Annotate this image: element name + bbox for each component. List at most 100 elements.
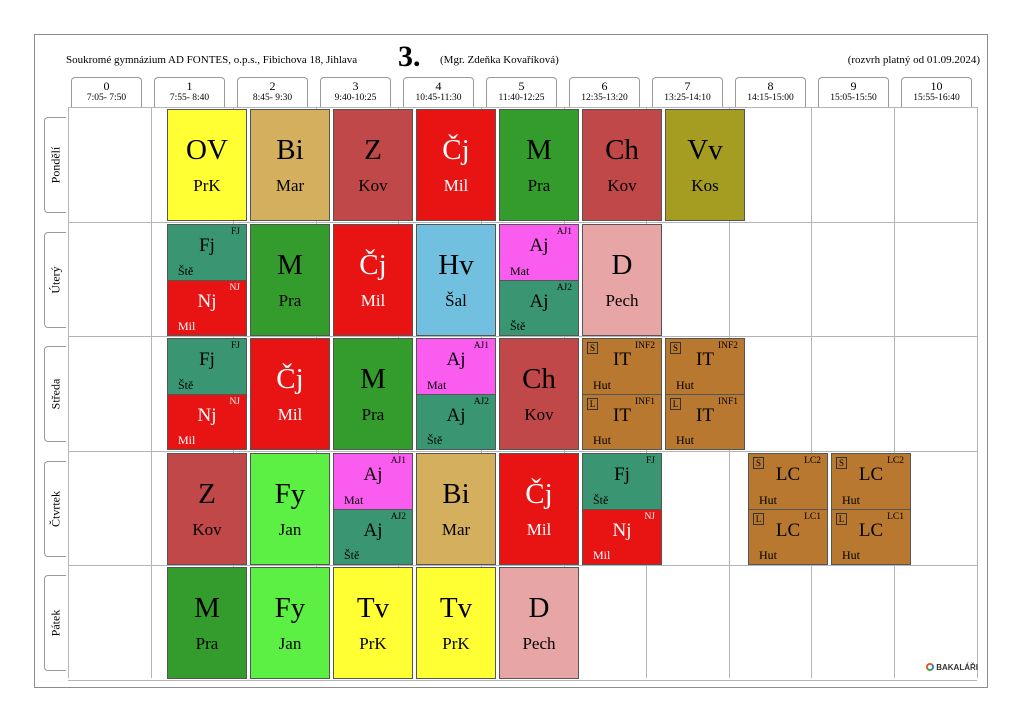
grid-col-line: [150, 107, 152, 678]
lesson-cell[interactable]: M Pra: [250, 223, 330, 336]
validity-date: (rozvrh platný od 01.09.2024): [847, 54, 980, 66]
lesson-cell[interactable]: Vv Kos: [665, 109, 745, 221]
lesson-group-half[interactable]: Aj Mat AJ1: [334, 453, 412, 509]
lesson-group-half[interactable]: IT Hut INF1 L: [583, 394, 661, 449]
subject: Aj: [529, 290, 549, 312]
lesson-cell[interactable]: Aj Mat AJ1 Aj Ště AJ2: [499, 223, 579, 336]
lesson-cell[interactable]: Bi Mar: [416, 452, 496, 565]
teacher: Hut: [593, 433, 611, 447]
school-name: Soukromé gymnázium AD FONTES, o.p.s., Fi…: [66, 54, 358, 66]
subject: Vv: [687, 134, 723, 166]
lesson-group-half[interactable]: IT Hut INF2 S: [583, 339, 661, 394]
class-teacher: (Mgr. Zdeňka Kovaříková): [440, 54, 559, 66]
lesson-cell[interactable]: Fj Ště FJ Nj Mil NJ: [167, 223, 247, 336]
period-time: 8:45- 9:30: [252, 93, 293, 103]
group-label: LC1: [804, 511, 821, 522]
subject: Z: [198, 477, 216, 510]
lesson-cell[interactable]: Čj Mil: [333, 223, 413, 336]
group-label: LC2: [804, 455, 821, 466]
grid-row-line: [68, 450, 977, 452]
lesson-cell[interactable]: Fy Jan: [250, 567, 330, 679]
teacher: Mat: [344, 492, 364, 507]
lesson-cell[interactable]: M Pra: [167, 567, 247, 679]
lesson-cell[interactable]: Tv PrK: [416, 567, 496, 679]
week-marker: S: [670, 342, 681, 354]
group-label: AJ2: [473, 397, 489, 407]
teacher: Ště: [178, 263, 194, 278]
lesson-group-half[interactable]: Aj Mat AJ1: [417, 339, 495, 394]
teacher: Mat: [510, 263, 530, 278]
lesson-group-half[interactable]: Fj Ště FJ: [583, 453, 661, 509]
lesson-group-half[interactable]: Aj Ště AJ2: [417, 394, 495, 449]
lesson-group-half[interactable]: LC Hut LC1 L: [749, 508, 827, 564]
lesson-group-half[interactable]: Aj Ště AJ2: [334, 508, 412, 564]
lesson-cell[interactable]: LC Hut LC2 S LC Hut LC1 L: [831, 452, 911, 565]
period-number: 8: [767, 79, 774, 93]
group-label: NJ: [229, 282, 240, 293]
lesson-cell[interactable]: Z Kov: [333, 109, 413, 221]
lesson-group-half[interactable]: IT Hut INF2 S: [666, 339, 744, 394]
teacher: Jan: [278, 519, 302, 539]
period-header-3: 3 9:40-10:25: [320, 77, 391, 107]
day-label: Pondělí: [44, 117, 66, 213]
lesson-cell[interactable]: Fy Jan: [250, 452, 330, 565]
period-number: 1: [186, 79, 193, 93]
lesson-group-half[interactable]: Aj Ště AJ2: [500, 279, 578, 335]
lesson-group-half[interactable]: LC Hut LC2 S: [832, 453, 910, 509]
grid-row-line: [68, 221, 977, 223]
subject: D: [611, 248, 633, 281]
lesson-group-half[interactable]: Fj Ště FJ: [168, 339, 246, 394]
subject: Čj: [442, 134, 470, 166]
day-label: Čtvrtek: [44, 460, 66, 557]
period-number: 0: [103, 79, 110, 93]
lesson-cell[interactable]: D Pech: [582, 223, 662, 336]
lesson-group-half[interactable]: Nj Mil NJ: [168, 394, 246, 449]
lesson-cell[interactable]: Čj Mil: [416, 109, 496, 221]
lesson-group-half[interactable]: IT Hut INF1 L: [666, 394, 744, 449]
lesson-cell[interactable]: Fj Ště FJ Nj Mil NJ: [167, 338, 247, 450]
lesson-cell[interactable]: M Pra: [333, 338, 413, 450]
lesson-group-half[interactable]: Fj Ště FJ: [168, 224, 246, 280]
week-marker: S: [753, 456, 764, 469]
lesson-cell[interactable]: Ch Kov: [582, 109, 662, 221]
lesson-cell[interactable]: Bi Mar: [250, 109, 330, 221]
grid-row-line: [68, 565, 977, 566]
lesson-group-half[interactable]: Aj Mat AJ1: [500, 224, 578, 280]
grid-col-line: [894, 107, 895, 678]
bakalari-logo: BAKALÁŘI: [926, 663, 978, 672]
teacher: Mil: [277, 405, 303, 424]
teacher: Mil: [178, 433, 196, 447]
lesson-cell[interactable]: Z Kov: [167, 452, 247, 565]
lesson-cell[interactable]: OV PrK: [167, 109, 247, 221]
lesson-cell[interactable]: LC Hut LC2 S LC Hut LC1 L: [748, 452, 828, 565]
subject: Bi: [276, 134, 304, 166]
lesson-cell[interactable]: D Pech: [499, 567, 579, 679]
lesson-cell[interactable]: IT Hut INF2 S IT Hut INF1 L: [582, 338, 662, 450]
lesson-cell[interactable]: M Pra: [499, 109, 579, 221]
lesson-cell[interactable]: Tv PrK: [333, 567, 413, 679]
lesson-group-half[interactable]: LC Hut LC2 S: [749, 453, 827, 509]
bakalari-logo-text: BAKALÁŘI: [936, 663, 978, 672]
period-number: 4: [435, 79, 442, 93]
lesson-group-half[interactable]: Nj Mil NJ: [168, 279, 246, 335]
subject: Fj: [614, 463, 630, 485]
lesson-cell[interactable]: Hv Šal: [416, 223, 496, 336]
period-number: 10: [930, 79, 943, 93]
lesson-cell[interactable]: Fj Ště FJ Nj Mil NJ: [582, 452, 662, 565]
day-name: Úterý: [48, 265, 62, 294]
lesson-cell[interactable]: Aj Mat AJ1 Aj Ště AJ2: [333, 452, 413, 565]
period-time: 14:15-15:00: [747, 93, 794, 103]
lesson-cell[interactable]: Aj Mat AJ1 Aj Ště AJ2: [416, 338, 496, 450]
teacher: Ště: [178, 378, 194, 392]
lesson-group-half[interactable]: Nj Mil NJ: [583, 508, 661, 564]
period-header-4: 4 10:45-11:30: [403, 77, 474, 107]
lesson-cell[interactable]: IT Hut INF2 S IT Hut INF1 L: [665, 338, 745, 450]
lesson-cell[interactable]: Čj Mil: [499, 452, 579, 565]
day-label: Pátek: [44, 575, 66, 671]
teacher: Mil: [360, 290, 386, 310]
subject: Aj: [529, 234, 549, 256]
lesson-cell[interactable]: Čj Mil: [250, 338, 330, 450]
lesson-cell[interactable]: Ch Kov: [499, 338, 579, 450]
lesson-group-half[interactable]: LC Hut LC1 L: [832, 508, 910, 564]
teacher: Mar: [275, 176, 305, 195]
